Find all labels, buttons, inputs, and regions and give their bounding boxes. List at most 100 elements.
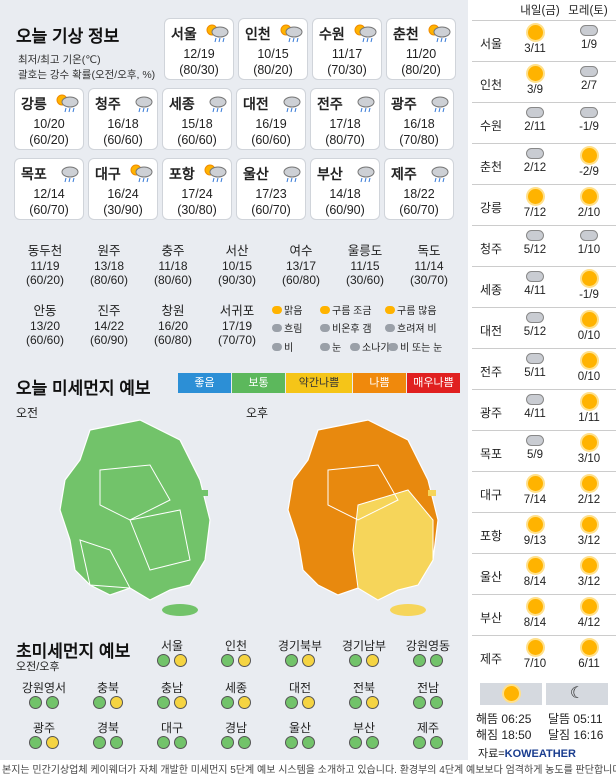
- fine-dust-dots: [12, 736, 76, 754]
- fine-dust-dots: [268, 736, 332, 754]
- temp-tomorrow: 2/11: [524, 121, 546, 133]
- cloud-icon: [580, 25, 598, 36]
- forecast-city: 대전: [479, 324, 503, 338]
- table-cell: 충주 11/18 (80/60): [142, 240, 204, 287]
- pm-title: 오늘 미세먼지 예보: [16, 379, 151, 398]
- legend-item: 구름 많음: [385, 302, 437, 317]
- forecast-row: 대전 5/12 0/10: [472, 307, 616, 348]
- fine-dust-dots: [76, 696, 140, 714]
- forecast-row: 포항 9/13 3/12: [472, 512, 616, 553]
- sun-icon: [581, 148, 597, 163]
- fine-dust-cell: 제주: [396, 720, 460, 754]
- sun-icon: [503, 686, 519, 701]
- temp-dayafter: 0/10: [577, 371, 601, 383]
- forecast-row: 목포 5/9 3/10: [472, 430, 616, 471]
- legend-item: 소나기: [350, 339, 390, 354]
- fine-dust-cell: 부산: [332, 720, 396, 754]
- table-city: 서산: [225, 244, 249, 258]
- city-card: 수원 11/17 (70/30): [312, 18, 382, 80]
- forecast-dayafter: -1/9: [564, 271, 614, 301]
- table-temp: 11/18: [158, 259, 188, 273]
- city-temp: 16/18: [403, 117, 435, 131]
- sun-icon: [581, 271, 597, 286]
- legend-label: 맑음: [284, 306, 303, 317]
- table-temp: 10/15: [221, 259, 253, 273]
- forecast-row: 울산 8/14 3/12: [472, 553, 616, 594]
- city-name: 전주: [317, 96, 343, 112]
- am-dot: [93, 696, 106, 709]
- city-name: 청주: [95, 96, 121, 112]
- city-temp: 16/24: [107, 187, 139, 201]
- pm-dot: [238, 654, 251, 667]
- pm-dot: [174, 736, 187, 749]
- pm-dot: [46, 696, 59, 709]
- city-name: 대전: [243, 96, 269, 112]
- cloud-icon: [580, 230, 598, 241]
- forecast-city: 광주: [479, 406, 503, 420]
- table-temp: 17/19: [221, 319, 253, 333]
- forecast-row: 강릉 7/12 2/10: [472, 184, 616, 225]
- forecast-city: 울산: [479, 570, 503, 584]
- cloud-icon: [526, 435, 544, 446]
- fine-dust-cell: 충남: [140, 680, 204, 714]
- forecast-city: 부산: [479, 611, 503, 625]
- city-prob: (60/60): [103, 133, 143, 147]
- city-card: 전주 17/18 (80/70): [310, 88, 380, 150]
- legend-icon: [320, 324, 330, 332]
- city-prob: (60/90): [325, 203, 365, 217]
- pm-dot: [238, 736, 251, 749]
- temp-tomorrow: 7/14: [523, 494, 547, 506]
- legend-label: 흐려져 비: [397, 324, 437, 335]
- am-dot: [157, 654, 170, 667]
- fine-dust-region: 충북: [96, 681, 120, 695]
- fine-dust-dots: [396, 654, 460, 672]
- col-dayafter: 모레(토): [568, 5, 608, 17]
- am-dot: [221, 696, 234, 709]
- fine-dust-dots: [12, 696, 76, 714]
- city-name: 울산: [243, 166, 269, 182]
- city-temp: 17/24: [181, 187, 213, 201]
- rain-icon: [277, 163, 301, 183]
- sun-icon: [527, 476, 543, 491]
- forecast-city: 포항: [479, 529, 503, 543]
- am-dot: [349, 736, 362, 749]
- city-temp: 10/15: [257, 47, 289, 61]
- city-prob: (60/70): [399, 203, 439, 217]
- table-cell: 서산 10/15 (90/30): [206, 240, 268, 287]
- city-temp: 16/19: [255, 117, 287, 131]
- rain-then-clear-icon: [427, 23, 451, 43]
- am-dot: [93, 736, 106, 749]
- table-cell: 진주 14/22 (60/90): [78, 300, 140, 347]
- temp-tomorrow: 2/12: [523, 162, 547, 174]
- table-temp: 14/22: [93, 319, 125, 333]
- pm-dot: [302, 654, 315, 667]
- fine-dust-sub: 오전/오후: [16, 661, 60, 673]
- city-card: 부산 14/18 (60/90): [310, 158, 380, 220]
- table-cell: 울릉도 11/15 (30/60): [334, 240, 396, 287]
- rain-icon: [351, 93, 375, 113]
- forecast-row: 춘천 2/12 -2/9: [472, 143, 616, 184]
- legend-icon: [388, 343, 398, 351]
- forecast-city: 인천: [479, 78, 503, 92]
- city-card: 목포 12/14 (60/70): [14, 158, 84, 220]
- legend-label: 비온후 갬: [332, 324, 372, 335]
- today-weather-panel: 오늘 기상 정보 최저/최고 기온(℃) 괄호는 강수 확률(오전/오후, %)…: [0, 0, 468, 760]
- cloud-icon: [526, 271, 544, 282]
- table-city: 충주: [161, 244, 185, 258]
- temp-tomorrow: 9/13: [523, 535, 547, 547]
- city-name: 대구: [95, 166, 121, 182]
- legend-label: 흐림: [284, 324, 303, 335]
- city-prob: (60/60): [177, 133, 217, 147]
- am-dot: [413, 654, 426, 667]
- temp-tomorrow: 3/11: [524, 43, 546, 55]
- forecast-city: 춘천: [479, 160, 503, 174]
- table-temp: 16/20: [157, 319, 189, 333]
- forecast-tomorrow: 7/10: [510, 640, 560, 670]
- city-card: 강릉 10/20 (60/20): [14, 88, 84, 150]
- forecast-row: 청주 5/12 1/10: [472, 225, 616, 266]
- am-dot: [221, 654, 234, 667]
- table-city: 진주: [97, 304, 121, 318]
- legend-item: 눈: [320, 339, 341, 354]
- temp-dayafter: 1/11: [578, 412, 600, 424]
- pm-level-1: 보통: [232, 373, 285, 393]
